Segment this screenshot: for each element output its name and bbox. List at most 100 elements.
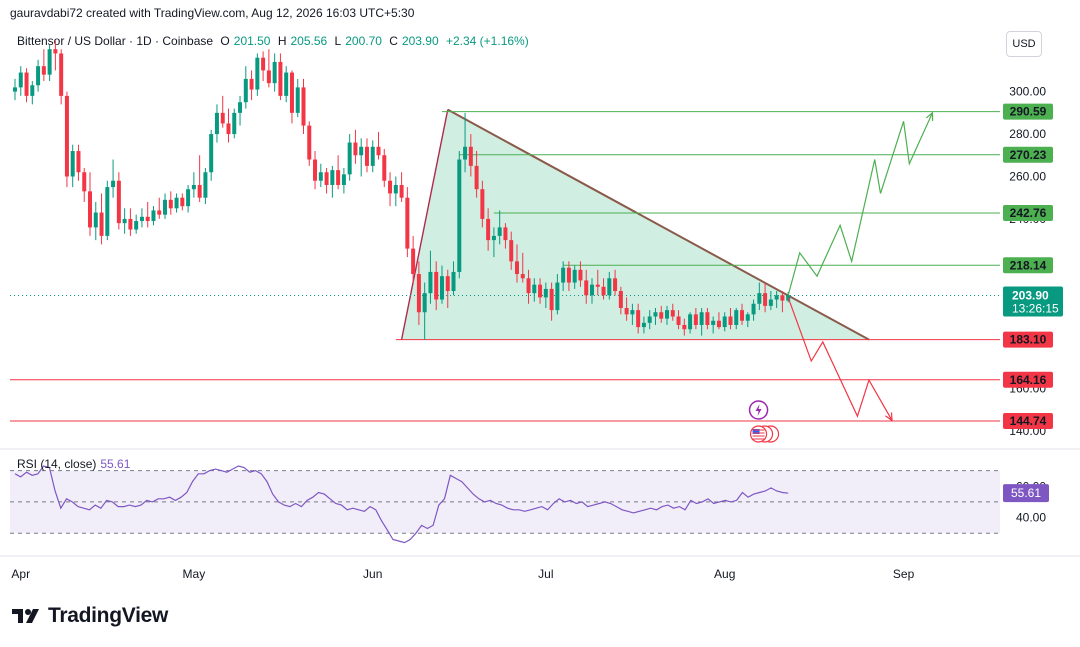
- rsi-line: [14, 465, 789, 544]
- candle-body: [416, 274, 421, 313]
- candle-body: [630, 310, 635, 315]
- candle-body: [139, 216, 144, 222]
- open-value: 201.50: [233, 34, 271, 48]
- candle-body: [711, 320, 716, 325]
- candle-body: [13, 87, 17, 92]
- candle-body: [59, 53, 64, 96]
- candle-body: [543, 288, 548, 298]
- candle-body: [191, 184, 196, 190]
- candle-body: [116, 180, 121, 224]
- candle-body: [157, 210, 162, 215]
- candle-body: [693, 314, 698, 325]
- candle-body: [249, 78, 254, 90]
- candle-body: [751, 303, 756, 315]
- candle-body: [451, 271, 456, 292]
- candle-body: [226, 123, 231, 135]
- candle-body: [313, 159, 318, 181]
- candle-body: [699, 312, 704, 325]
- candle-body: [468, 146, 473, 166]
- bearish-projection-path: [787, 297, 893, 421]
- candle-body: [301, 87, 306, 126]
- level-price-label: 164.16: [1010, 373, 1047, 387]
- candle-body: [509, 240, 514, 262]
- candle-body: [722, 316, 727, 328]
- candle-body: [203, 172, 208, 198]
- level-price-label: 183.10: [1010, 333, 1047, 347]
- candle-body: [705, 312, 710, 325]
- candle-body: [347, 142, 352, 175]
- candle-body: [99, 212, 104, 236]
- candle-body: [70, 151, 75, 177]
- candle-body: [197, 184, 202, 198]
- candle-body: [665, 310, 670, 319]
- us-flag-icon-canton: [752, 429, 760, 434]
- brand-name: TradingView: [48, 604, 169, 627]
- candle-body: [214, 112, 219, 135]
- level-price-label: 242.76: [1010, 206, 1047, 220]
- level-price-tag: [1003, 412, 1053, 429]
- candle-body: [41, 66, 46, 75]
- candle-body: [659, 312, 664, 319]
- candle-body: [624, 308, 629, 315]
- candle-body: [238, 102, 243, 113]
- chart-attribution: gauravdabi72 created with TradingView.co…: [10, 6, 415, 20]
- candle-body: [538, 284, 543, 298]
- candle-body: [18, 72, 23, 88]
- high-label: H: [277, 34, 287, 48]
- price-axis-tick: 280.00: [1009, 127, 1046, 141]
- candle-body: [745, 314, 750, 321]
- time-axis-tick: Jul: [538, 567, 553, 581]
- candle-body: [376, 146, 381, 156]
- candle-body: [682, 324, 687, 330]
- candle-body: [480, 189, 485, 219]
- candle-body: [486, 218, 491, 241]
- candle-body: [128, 218, 133, 230]
- level-price-tag: [1003, 103, 1053, 120]
- candle-body: [757, 293, 762, 304]
- candle-body: [295, 87, 300, 113]
- candle-body: [336, 170, 341, 185]
- candle-body: [232, 112, 237, 135]
- candle-body: [399, 184, 404, 198]
- candle-body: [284, 72, 289, 96]
- bullish-projection-path: [787, 112, 933, 296]
- level-price-label: 270.23: [1010, 148, 1047, 162]
- candle-body: [474, 165, 479, 190]
- level-price-label: 290.59: [1010, 105, 1047, 119]
- tradingview-brand[interactable]: TradingView: [12, 604, 168, 628]
- level-price-label: 144.74: [1010, 414, 1047, 428]
- candle-body: [734, 310, 739, 325]
- candle-body: [434, 271, 439, 300]
- candle-body: [330, 170, 335, 185]
- candle-body: [768, 299, 773, 306]
- rsi-axis-tick: 40.00: [1016, 511, 1046, 525]
- candle-body: [688, 314, 693, 330]
- candle-body: [572, 269, 577, 283]
- candle-body: [514, 261, 519, 275]
- level-price-tag: [1003, 371, 1053, 388]
- candle-body: [388, 180, 393, 194]
- candle-body: [82, 172, 87, 192]
- candle-body: [607, 278, 612, 296]
- candle-body: [526, 278, 531, 294]
- currency-button[interactable]: USD: [1006, 31, 1042, 57]
- bar-countdown: 13:26:15: [1012, 301, 1059, 315]
- candle-body: [36, 66, 41, 86]
- candle-body: [341, 174, 346, 185]
- candle-body: [370, 146, 375, 166]
- candle-body: [728, 316, 733, 325]
- candle-body: [716, 320, 721, 328]
- low-value: 200.70: [345, 34, 382, 48]
- candle-body: [428, 271, 433, 294]
- candle-body: [255, 57, 260, 90]
- candle-body: [463, 146, 468, 160]
- candle-body: [411, 248, 416, 275]
- level-price-tag: [1003, 257, 1053, 274]
- candle-body: [220, 112, 225, 124]
- candle-body: [774, 295, 779, 300]
- candle-body: [641, 322, 646, 328]
- rsi-legend-value: 55.61: [100, 457, 131, 471]
- candle-body: [145, 216, 150, 222]
- open-label: O: [220, 34, 230, 48]
